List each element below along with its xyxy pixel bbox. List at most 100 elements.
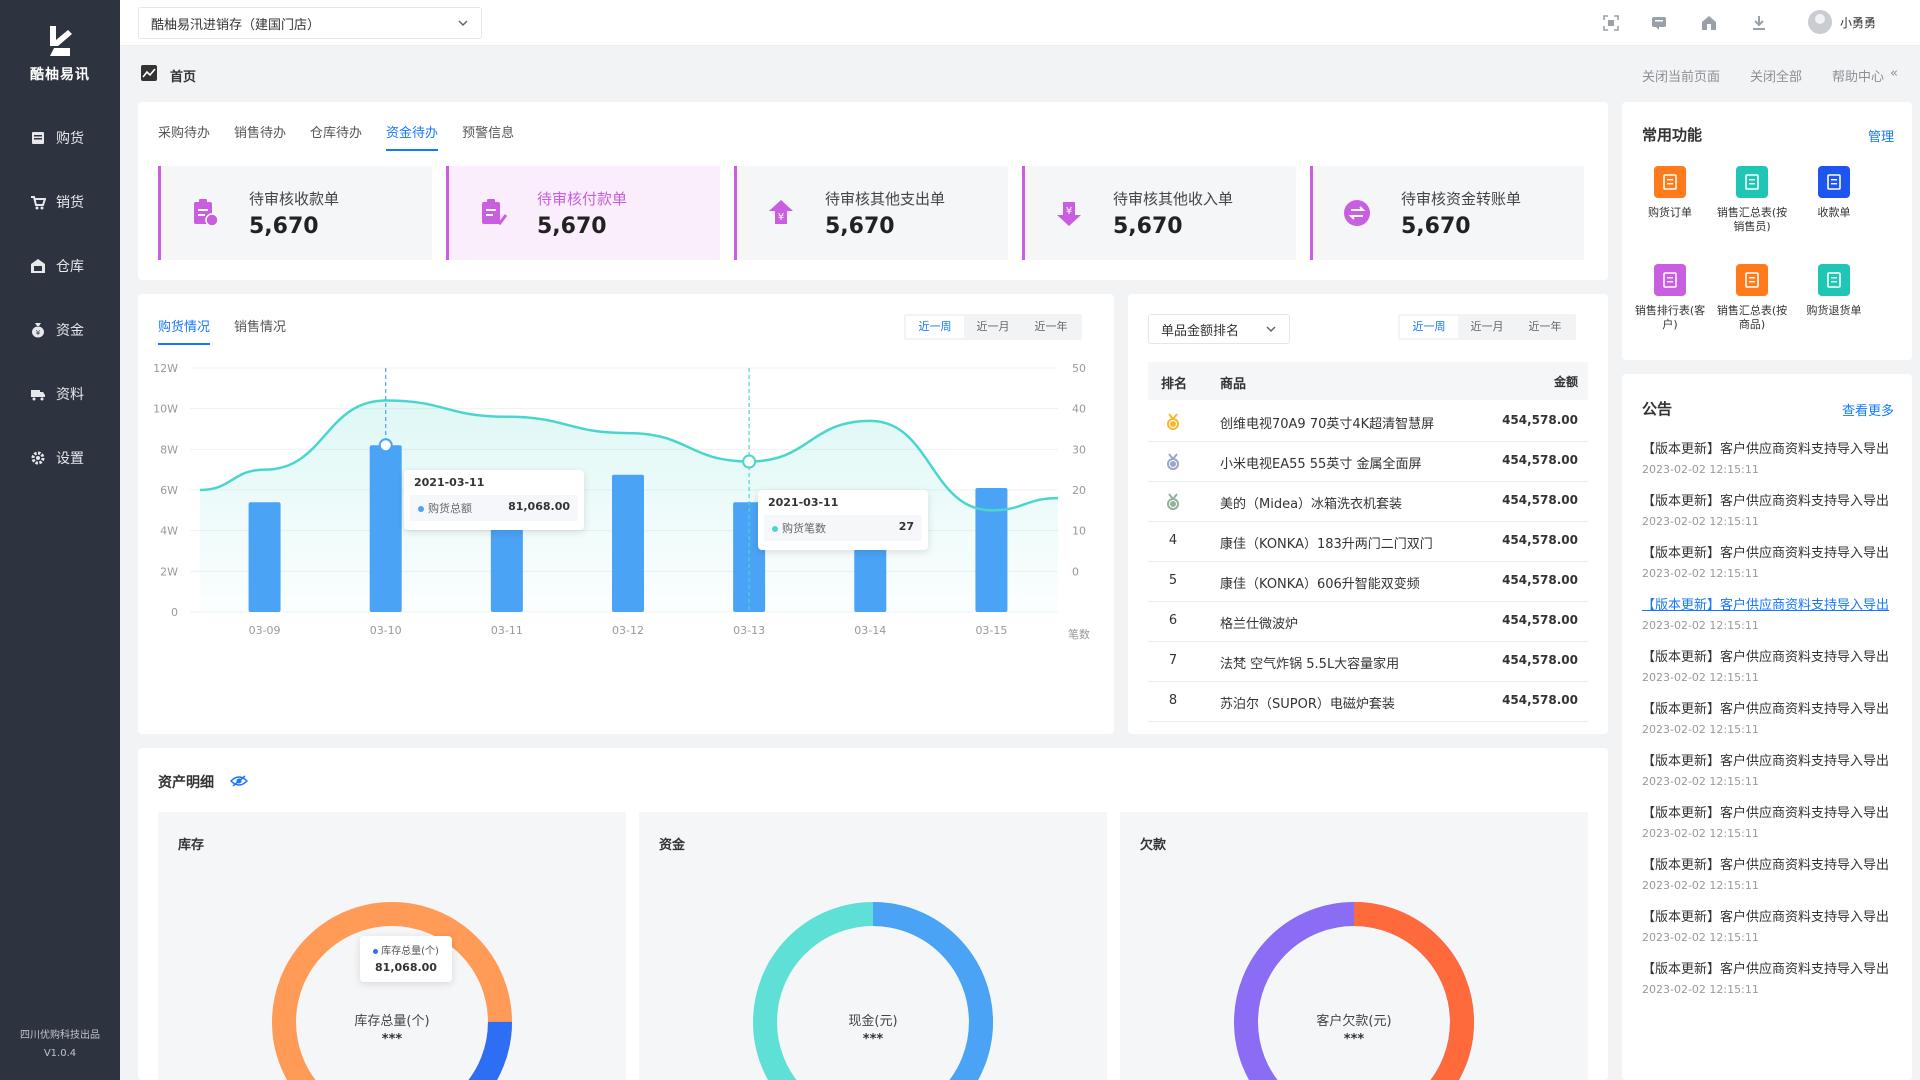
notice-item[interactable]: 【版本更新】客户供应商资料支持导入导出 2023-02-02 12:15:11 [1642,958,1892,996]
view-more-link[interactable]: 查看更多 [1841,404,1894,419]
close-current-page-button[interactable]: 关闭当前页面 [1641,70,1720,85]
ranking-row[interactable]: 小米电视EA55 55英寸 金属全面屏 454,578.00 [1148,442,1588,482]
stat-card-other-expense[interactable]: ¥ 待审核其他支出单 5,670 [734,166,1008,260]
rank-number: 7 [1168,653,1178,668]
collapse-icon[interactable]: « [1890,66,1898,81]
period-year[interactable]: 近一年 [1528,320,1562,333]
stat-card-other-income[interactable]: ¥ 待审核其他收入单 5,670 [1022,166,1296,260]
tab-sales-todo[interactable]: 销售待办 [234,126,287,141]
ranking-icon [1654,264,1686,296]
tooltip-label: 库存总量(个) [381,946,439,957]
user-menu[interactable]: 小勇勇 [1808,10,1876,34]
bar-03-10[interactable] [369,445,402,612]
ranking-row[interactable]: 创维电视70A9 70英寸4K超清智慧屏 454,578.00 [1148,402,1588,442]
payment-icon [482,199,507,226]
notice-date: 2023-02-02 12:15:11 [1642,723,1759,736]
column-header-product: 商品 [1220,377,1247,392]
y-tick-label: 0 [171,606,178,619]
fullscreen-icon[interactable] [1602,14,1620,32]
bar-03-12[interactable] [612,474,644,612]
store-select[interactable]: 酷柚易汛进销存（建国门店） [138,7,482,39]
notice-item[interactable]: 【版本更新】客户供应商资料支持导入导出 2023-02-02 12:15:11 [1642,750,1892,788]
product-amount: 454,578.00 [1502,533,1578,547]
shortcut-order[interactable]: 购货订单 [1630,166,1710,220]
product-name: 格兰仕微波炉 [1220,617,1299,632]
period-week[interactable]: 近一周 [1400,316,1458,338]
home-icon[interactable] [1700,14,1718,32]
ranking-card: 单品金额排名 近一周 近一月 近一年 排名 商品 金额 创维电视70A9 70英… [1128,294,1608,734]
notice-item[interactable]: 【版本更新】客户供应商资料支持导入导出 2023-02-02 12:15:11 [1642,802,1892,840]
sidebar-item-label: 仓库 [56,259,84,275]
notice-item[interactable]: 【版本更新】客户供应商资料支持导入导出 2023-02-02 12:15:11 [1642,594,1892,632]
sidebar-item-settings[interactable]: 设置 [0,438,120,478]
stat-card-payment[interactable]: 待审核付款单 5,670 [446,166,720,260]
stat-card-receipt[interactable]: 待审核收款单 5,670 [158,166,432,260]
receipt-icon [1818,166,1850,198]
tab-sales-status[interactable]: 销售情况 [234,320,287,335]
tab-warehouse-todo[interactable]: 仓库待办 [310,126,363,141]
message-icon[interactable] [1650,14,1668,32]
ranking-row[interactable]: 美的（Midea）冰箱洗衣机套装 454,578.00 [1148,482,1588,522]
ranking-row[interactable]: 7 法梵 空气炸锅 5.5L大容量家用 454,578.00 [1148,642,1588,682]
notice-item[interactable]: 【版本更新】客户供应商资料支持导入导出 2023-02-02 12:15:11 [1642,854,1892,892]
sidebar: 酷柚易讯 购货 销货 仓库 ¥ 资金 资料 设置 四川优购科技出品 V1.0.4 [0,0,120,1080]
sidebar-item-warehouse[interactable]: 仓库 [0,246,120,286]
tab-purchase-status[interactable]: 购货情况 [158,316,211,345]
tab-warning-info[interactable]: 预警信息 [462,126,515,141]
period-year[interactable]: 近一年 [1034,320,1068,333]
expense-icon: ¥ [769,200,793,224]
bar-03-15[interactable] [975,487,1008,612]
notice-item[interactable]: 【版本更新】客户供应商资料支持导入导出 2023-02-02 12:15:11 [1642,646,1892,684]
manage-link[interactable]: 管理 [1867,130,1894,145]
notice-item[interactable]: 【版本更新】客户供应商资料支持导入导出 2023-02-02 12:15:11 [1642,698,1892,736]
y2-unit-label: 笔数 [1068,627,1090,641]
notice-text: 【版本更新】客户供应商资料支持导入导出 [1642,598,1890,613]
tab-purchase-todo[interactable]: 采购待办 [158,126,211,141]
notice-item[interactable]: 【版本更新】客户供应商资料支持导入导出 2023-02-02 12:15:11 [1642,906,1892,944]
debt-donut-chart [1234,902,1474,1080]
notice-date: 2023-02-02 12:15:11 [1642,775,1759,788]
shortcut-receipt[interactable]: 收款单 [1794,166,1874,220]
shortcut-summary[interactable]: 销售汇总表(按商品) [1712,264,1792,332]
help-center-link[interactable]: 帮助中心 [1832,70,1885,85]
shortcut-return[interactable]: 购货退货单 [1794,264,1874,318]
stat-label: 待审核其他支出单 [825,190,946,208]
product-name: 苏泊尔（SUPOR）电磁炉套装 [1220,697,1395,712]
ranking-row[interactable]: 8 苏泊尔（SUPOR）电磁炉套装 454,578.00 [1148,682,1588,722]
sidebar-item-data[interactable]: 资料 [0,374,120,414]
donut-segment-primary[interactable] [272,902,512,1080]
donut-segment-primary[interactable] [753,902,993,1080]
donut-center-value: *** [1343,1032,1365,1047]
sidebar-item-label: 设置 [56,451,84,467]
bar-03-09[interactable] [248,502,281,612]
eye-hide-icon[interactable] [230,774,248,788]
ranking-row[interactable]: 4 康佳（KONKA）183升两门二门双门 454,578.00 [1148,522,1588,562]
notice-item[interactable]: 【版本更新】客户供应商资料支持导入导出 2023-02-02 12:15:11 [1642,490,1892,528]
sidebar-item-sales[interactable]: 销货 [0,182,120,222]
shortcut-report[interactable]: 销售汇总表(按销售员) [1712,166,1792,234]
ranking-row[interactable]: 6 格兰仕微波炉 454,578.00 [1148,602,1588,642]
medal-icon [1162,413,1184,435]
period-month[interactable]: 近一月 [1470,320,1504,333]
notice-text: 【版本更新】客户供应商资料支持导入导出 [1642,754,1890,769]
ranking-row[interactable]: 5 康佳（KONKA）606升智能双变频 454,578.00 [1148,562,1588,602]
shortcut-ranking[interactable]: 销售排行表(客户) [1630,264,1710,332]
notice-item[interactable]: 【版本更新】客户供应商资料支持导入导出 2023-02-02 12:15:11 [1642,438,1892,476]
tooltip-value: 27 [898,520,914,533]
notice-text: 【版本更新】客户供应商资料支持导入导出 [1642,806,1890,821]
period-month[interactable]: 近一月 [976,320,1010,333]
sidebar-item-money[interactable]: ¥ 资金 [0,310,120,350]
stat-card-transfer[interactable]: 待审核资金转账单 5,670 [1310,166,1584,260]
close-all-button[interactable]: 关闭全部 [1750,70,1803,85]
tab-money-todo[interactable]: 资金待办 [386,122,439,151]
donut-segment-primary[interactable] [1234,902,1474,1080]
product-amount: 454,578.00 [1502,453,1578,467]
sidebar-item-purchase[interactable]: 购货 [0,118,120,158]
download-icon[interactable] [1750,14,1768,32]
chart-tooltip-count: 2021-03-11 购货笔数 27 [758,490,928,550]
notice-item[interactable]: 【版本更新】客户供应商资料支持导入导出 2023-02-02 12:15:11 [1642,542,1892,580]
ranking-select[interactable]: 单品金额排名 [1148,314,1290,344]
period-week[interactable]: 近一周 [906,316,964,338]
notice-date: 2023-02-02 12:15:11 [1642,567,1759,580]
x-tick-label: 03-15 [975,624,1007,637]
